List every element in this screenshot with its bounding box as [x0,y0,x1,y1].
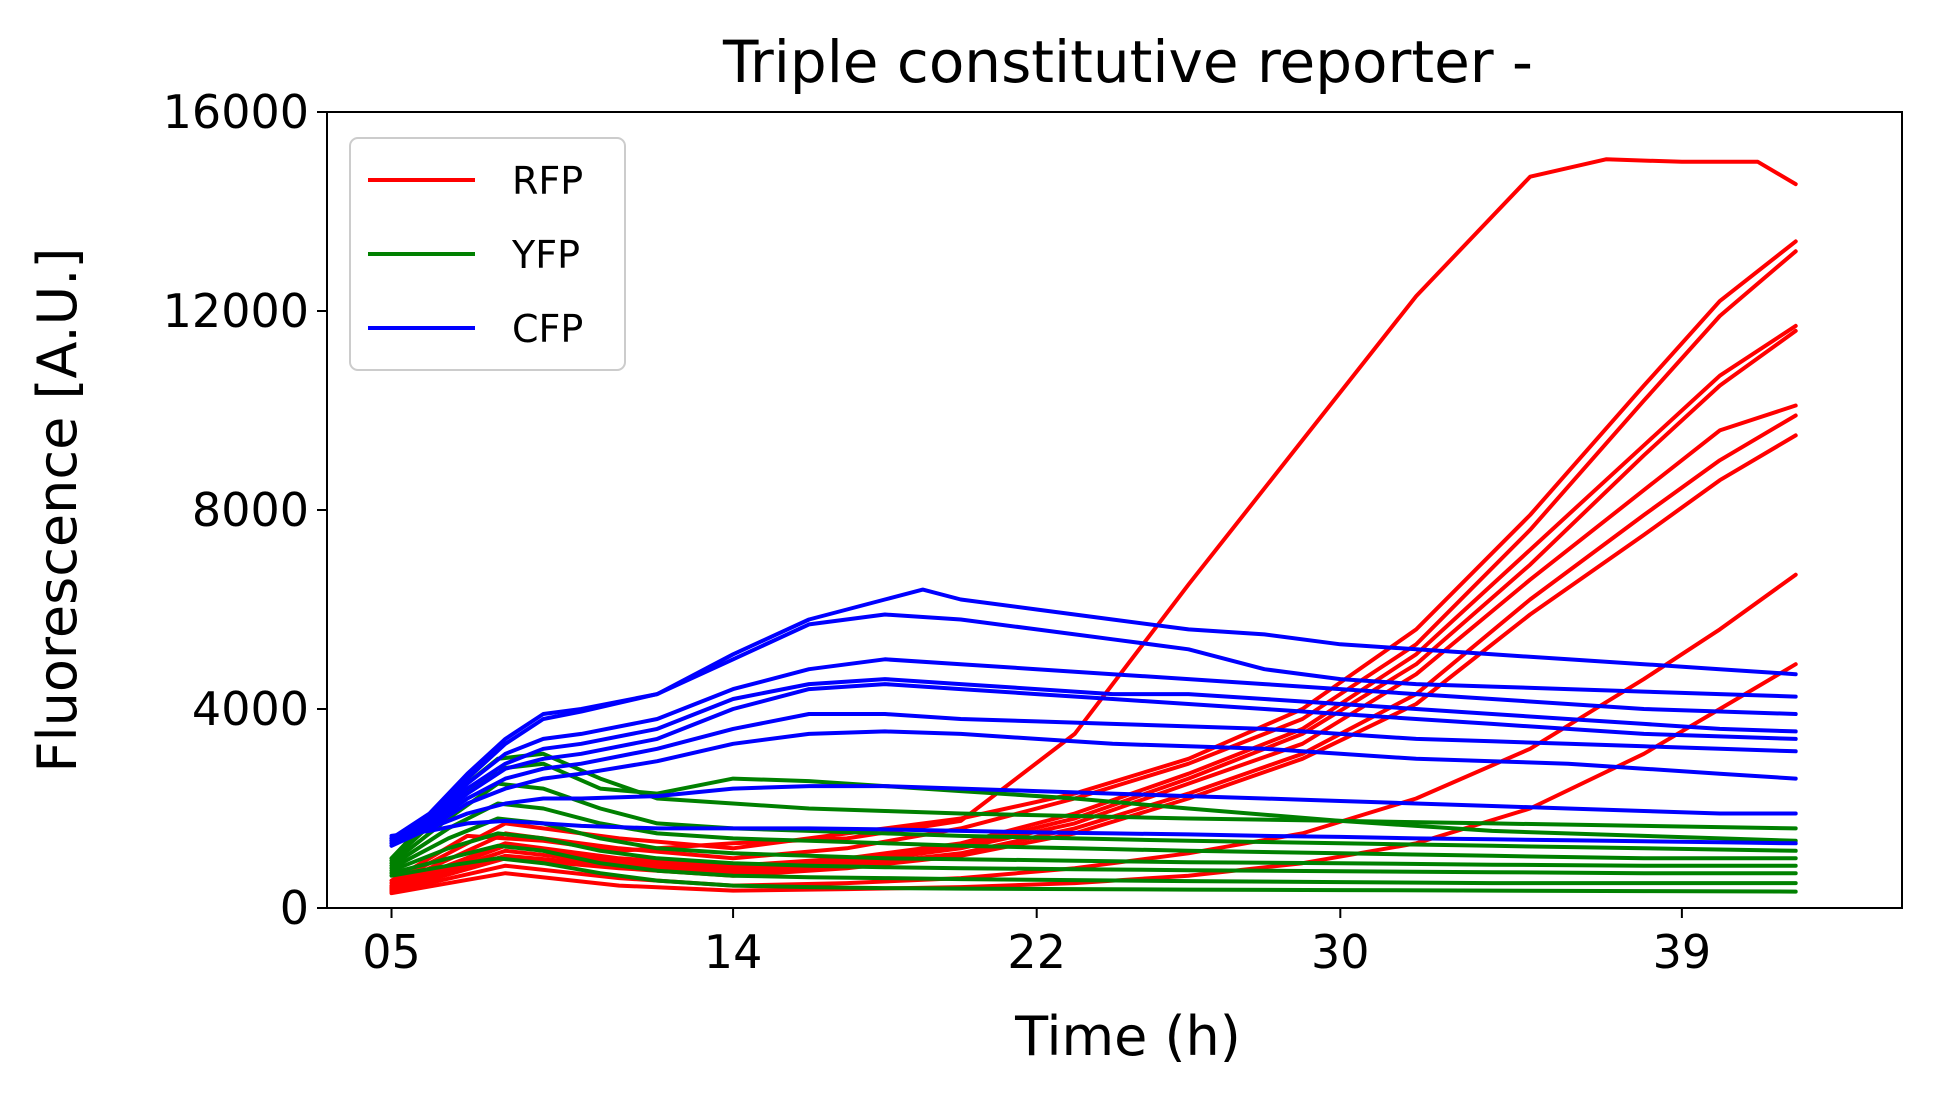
series-line-cfp-24 [389,712,1798,846]
x-tick-label: 39 [1653,925,1712,979]
plot-lines [389,157,1798,896]
x-tick-label: 05 [362,925,421,979]
y-tick-label: 0 [280,881,309,935]
series-line-cfp-19 [389,587,1798,841]
series-line-cfp-25 [389,729,1798,848]
series-line-yfp-18 [389,856,1798,894]
legend: RFP YFP CFP [349,137,626,371]
legend-label-rfp: RFP [512,159,583,203]
x-axis: 05 14 22 30 39 [362,908,1711,979]
y-tick-label: 16000 [163,85,309,139]
legend-label-cfp: CFP [512,307,583,351]
y-tick-label: 8000 [192,483,309,537]
y-tick-label: 4000 [192,682,309,736]
series-line-cfp-20 [389,612,1798,841]
series-line-cfp-26 [389,784,1798,841]
series-line-yfp-17 [389,843,1798,886]
y-tick-label: 12000 [163,284,309,338]
x-tick-label: 22 [1007,925,1066,979]
x-axis-label: Time (h) [1014,1005,1241,1068]
x-tick-label: 14 [704,925,763,979]
legend-box [349,137,626,371]
x-tick-label: 30 [1311,925,1370,979]
chart-title: Triple constitutive reporter - [722,28,1533,96]
y-axis-label: Fluorescence [A.U.] [26,248,89,773]
series-line-cfp-21 [389,657,1798,843]
series-line-rfp-2 [389,239,1798,886]
series-line-cfp-22 [389,677,1798,843]
y-axis: 0 4000 8000 12000 16000 [163,85,327,935]
series-line-rfp-5 [389,328,1798,891]
series-line-cfp-27 [389,818,1798,846]
series-line-rfp-3 [389,249,1798,888]
series-line-yfp-16 [389,831,1798,876]
series-line-yfp-14 [389,801,1798,868]
legend-label-yfp: YFP [511,233,580,277]
series-line-cfp-23 [389,682,1798,846]
